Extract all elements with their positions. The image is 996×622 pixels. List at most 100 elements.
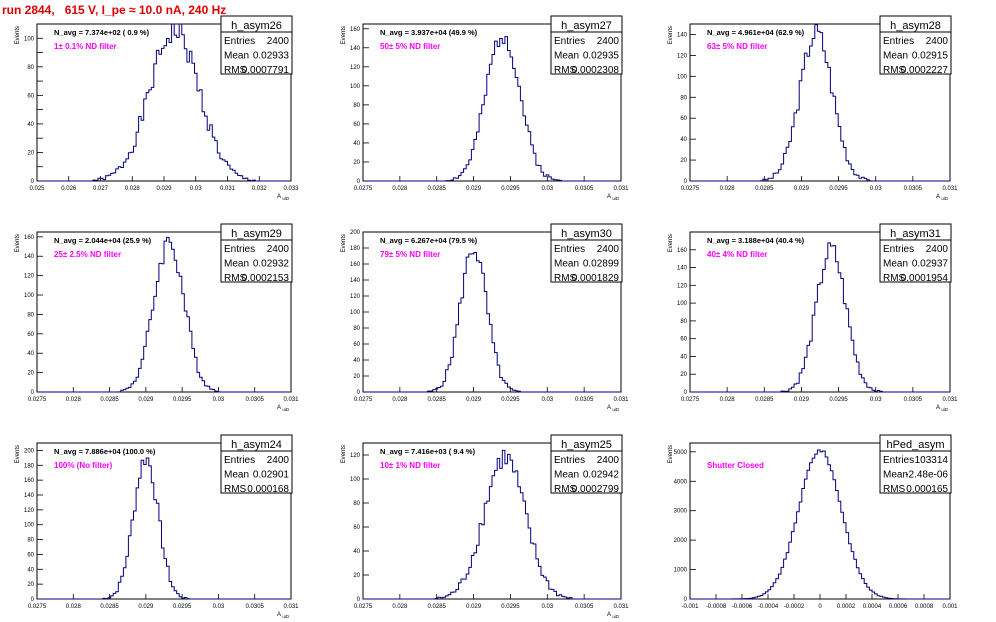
x-axis-label-subscript: uiD (282, 196, 290, 201)
y-tick-label: 80 (353, 501, 360, 507)
x-tick-label: 0.03 (541, 604, 553, 610)
y-tick-label: 100 (350, 477, 361, 483)
x-tick-label: 0.027 (93, 186, 109, 192)
y-tick-label: 80 (353, 103, 360, 109)
n-avg-label: N_avg = 3.188e+04 (40.4 %) (707, 236, 805, 245)
histogram-line (37, 457, 291, 600)
stats-label: Entries (883, 36, 914, 47)
stats-label: RMS (554, 273, 577, 284)
y-tick-label: 60 (680, 337, 687, 343)
filter-label: 40± 4% ND filter (707, 250, 767, 259)
x-tick-label: -0.001 (681, 604, 699, 610)
x-tick-label: 0.029 (466, 186, 482, 192)
y-axis-label: Events (341, 234, 347, 252)
y-tick-label: 80 (680, 319, 687, 325)
y-tick-label: 100 (24, 523, 35, 529)
y-tick-label: 2000 (674, 538, 688, 544)
x-tick-label: 0.028 (66, 397, 82, 403)
x-tick-label: 0.025 (29, 186, 45, 192)
histogram-line (690, 242, 950, 393)
y-axis-label: Events (668, 234, 674, 252)
y-tick-label: 40 (353, 141, 360, 147)
stats-box: h_asym31 Entries 2400 Mean 0.02937 RMS0.00019… (879, 223, 952, 284)
x-tick-label: -0.0008 (706, 604, 727, 610)
stats-label: Entries (224, 455, 255, 466)
stats-value: 0.000168 (247, 484, 289, 495)
y-tick-label: 120 (350, 65, 361, 71)
n-avg-label: N_avg = 3.937e+04 (49.9 %) (380, 28, 478, 37)
y-tick-label: 1000 (674, 568, 688, 574)
x-axis-label-subscript: uiD (612, 196, 620, 201)
stats-box-title: h_asym25 (561, 439, 612, 451)
x-tick-label: 0.0285 (428, 604, 447, 610)
y-tick-label: 120 (350, 453, 361, 459)
stats-label: Entries (224, 36, 255, 47)
x-tick-label: 0.029 (794, 186, 810, 192)
y-axis-label: Events (341, 26, 347, 44)
y-tick-label: 120 (677, 283, 688, 289)
y-tick-label: 160 (350, 262, 361, 268)
plot-frame (362, 23, 622, 182)
histogram-line (363, 252, 621, 393)
x-tick-label: 0.029 (466, 397, 482, 403)
stats-box-frame (550, 434, 623, 494)
stats-label: RMS (224, 484, 247, 495)
stats-label: Mean (883, 470, 908, 481)
y-tick-label: 80 (680, 95, 687, 101)
x-tick-label: 0.0295 (829, 397, 848, 403)
filter-label: 79± 5% ND filter (380, 250, 440, 259)
x-axis-label-subscript: uiD (612, 407, 620, 412)
x-tick-label: 0.0305 (575, 604, 594, 610)
x-tick-label: 0.0285 (428, 397, 447, 403)
stats-box-frame (220, 434, 293, 494)
x-axis-label: A uiD (277, 194, 290, 201)
stats-box-title: h_asym29 (231, 228, 282, 240)
panel-hPed_asym: -0.001 -0.0008 -0.0006 -0.0004 -0.0002 0 0.000… (668, 434, 958, 610)
y-tick-label: 200 (24, 448, 35, 454)
y-tick-label: 60 (680, 116, 687, 122)
stats-value: 2400 (597, 455, 620, 466)
histogram-line (690, 24, 950, 182)
x-tick-label: 0.001 (942, 604, 958, 610)
panel-h_asym27: 0.0275 0.028 0.0285 0.029 0.0295 0.03 0.0305 0.… (341, 15, 629, 201)
x-tick-label: 0.0275 (681, 397, 700, 403)
panel-h_asym30: 0.0275 0.028 0.0285 0.029 0.0295 0.03 0.0305 0.… (341, 223, 629, 412)
x-tick-label: 0.0295 (829, 186, 848, 192)
stats-box-frame (879, 434, 952, 494)
histogram-line (690, 449, 950, 600)
x-tick-label: 0.028 (720, 186, 736, 192)
y-tick-label: 20 (353, 573, 360, 579)
stats-label: Entries (554, 36, 585, 47)
x-tick-label: 0.0006 (889, 604, 908, 610)
histogram-line (37, 23, 291, 182)
stats-label: RMS (883, 65, 906, 76)
stats-box-title: h_asym27 (561, 20, 612, 32)
y-tick-label: 40 (27, 122, 34, 128)
y-axis-label: Events (15, 26, 21, 44)
x-tick-label: 0.0285 (100, 604, 119, 610)
filter-label: 10± 1% ND filter (380, 461, 440, 470)
y-tick-label: 140 (350, 278, 361, 284)
x-tick-label: 0.0305 (246, 604, 265, 610)
stats-label: Mean (554, 259, 579, 270)
stats-box-frame (220, 223, 293, 283)
stats-value: 2400 (597, 244, 620, 255)
y-tick-label: 160 (350, 27, 361, 33)
y-tick-label: 20 (27, 150, 34, 156)
x-tick-label: -0.0006 (732, 604, 753, 610)
stats-box: h_asym28 Entries 2400 Mean 0.02915 RMS0.00022… (879, 15, 952, 76)
plot-frame (689, 231, 951, 393)
x-tick-label: 0.0305 (575, 186, 594, 192)
stats-value: 0.02937 (912, 259, 949, 270)
stats-value: 0.02933 (253, 51, 290, 62)
y-tick-label: 60 (27, 552, 34, 558)
stats-value: 103314 (915, 455, 949, 466)
x-axis-label-subscript: uiD (941, 407, 949, 412)
y-tick-label: 160 (24, 478, 35, 484)
stats-label: Mean (883, 259, 908, 270)
stats-value: 0.02942 (583, 470, 620, 481)
stats-box-frame (879, 15, 952, 75)
x-tick-label: 0.0305 (246, 397, 265, 403)
filter-label: 25± 2.5% ND filter (54, 250, 121, 259)
x-tick-label: 0.028 (392, 397, 408, 403)
